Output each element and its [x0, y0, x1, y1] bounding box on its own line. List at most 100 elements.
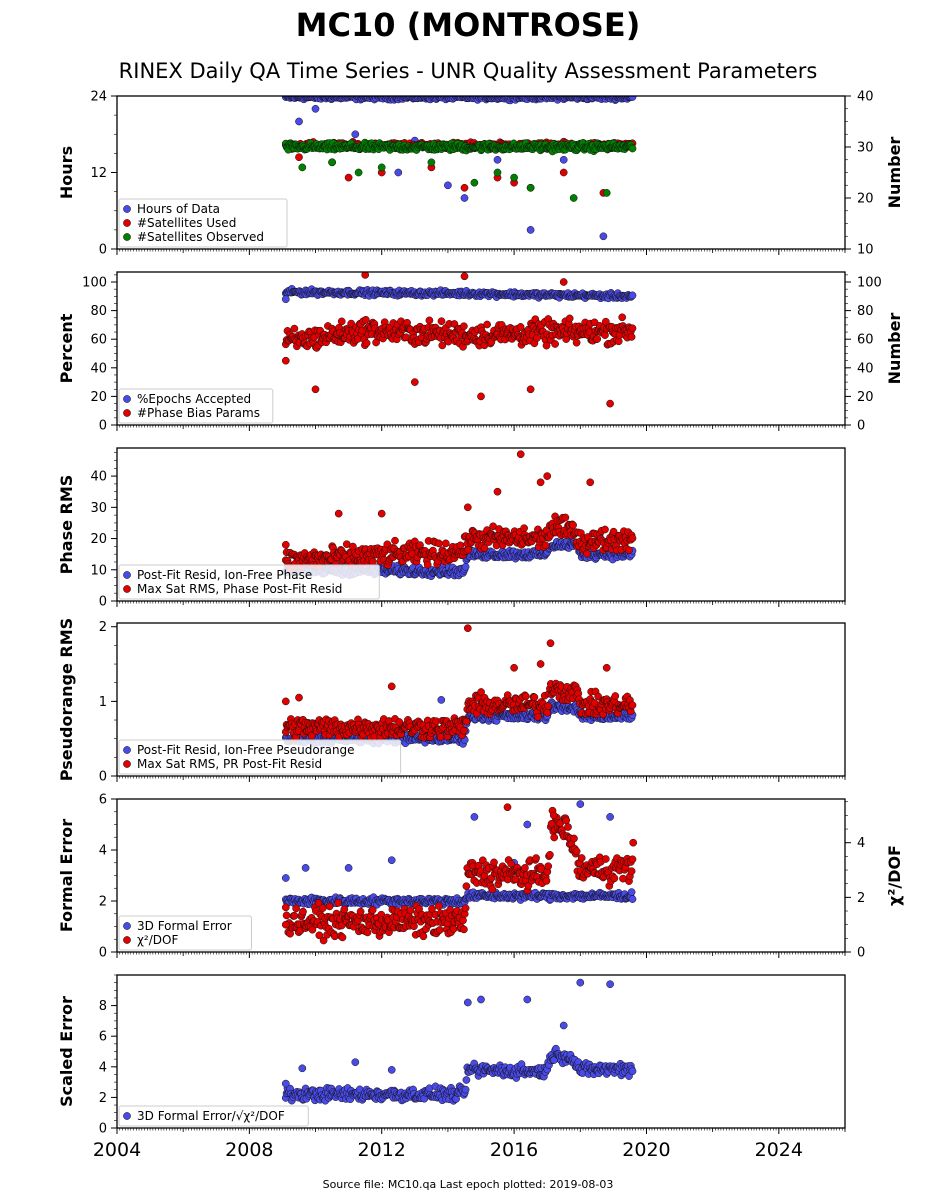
data-point — [483, 320, 491, 329]
data-point — [437, 317, 446, 326]
data-point — [328, 158, 336, 167]
right-y-axis-label: Number — [885, 137, 904, 209]
data-point — [559, 168, 568, 177]
data-point — [551, 340, 559, 348]
data-point — [599, 232, 608, 241]
data-point — [510, 173, 518, 182]
data-point — [410, 378, 419, 386]
data-point — [463, 503, 472, 512]
legend-marker — [123, 395, 131, 403]
data-point — [377, 509, 386, 518]
data-point — [311, 385, 320, 394]
data-point — [368, 557, 377, 566]
data-point — [298, 163, 307, 172]
data-point — [460, 726, 468, 735]
legend-label: #Satellites Observed — [137, 230, 264, 244]
data-point — [460, 272, 469, 281]
data-point — [394, 168, 403, 177]
data-point — [344, 173, 353, 182]
data-point — [572, 338, 581, 347]
right-y-tick-label: 10 — [857, 243, 874, 258]
right-y-tick-label: 30 — [857, 141, 874, 156]
data-point — [542, 341, 551, 350]
data-point — [337, 317, 346, 326]
data-point — [493, 155, 502, 164]
data-point — [606, 399, 614, 408]
data-point — [516, 323, 525, 331]
y-axis-label: Phase RMS — [57, 475, 76, 575]
data-point — [281, 295, 290, 304]
data-point — [543, 472, 552, 480]
y-tick-label: 30 — [90, 501, 107, 516]
data-point — [536, 660, 545, 668]
data-point — [460, 183, 469, 192]
legend-marker — [123, 233, 131, 241]
y-tick-label: 24 — [90, 90, 107, 105]
series-hours-of-data — [281, 96, 637, 241]
y-axis-label: Hours — [57, 146, 76, 199]
data-point — [436, 733, 445, 741]
series--epochs-accepted — [281, 285, 637, 304]
right-y-tick-label: 100 — [857, 276, 882, 291]
data-point — [516, 450, 525, 459]
figure-subtitle: RINEX Daily QA Time Series - UNR Quality… — [119, 59, 818, 83]
data-point — [462, 717, 471, 726]
y-tick-label: 40 — [90, 361, 107, 376]
legend-label: Post-Fit Resid, Ion-Free Phase — [137, 568, 312, 582]
data-point — [559, 155, 568, 164]
data-point — [534, 713, 542, 721]
legend-label: #Phase Bias Params — [137, 406, 260, 420]
data-point — [460, 322, 468, 331]
y-tick-label: 2 — [99, 620, 107, 635]
legend-box — [118, 198, 288, 248]
data-point — [546, 639, 555, 648]
data-point — [628, 144, 637, 153]
legend-label: #Satellites Used — [137, 216, 236, 230]
right-y-axis-label: Number — [885, 313, 904, 385]
data-point — [281, 356, 290, 365]
figure-title: MC10 (MONTROSE) — [296, 6, 641, 44]
legend-label: %Epochs Accepted — [137, 392, 251, 406]
data-point — [438, 341, 447, 350]
data-point — [586, 478, 595, 487]
data-point — [480, 544, 489, 552]
y-tick-label: 0 — [99, 419, 107, 434]
legend-marker — [123, 746, 131, 754]
data-point — [435, 539, 443, 548]
y-tick-label: 20 — [90, 532, 107, 547]
data-point — [520, 524, 528, 533]
right-y-tick-label: 80 — [857, 304, 874, 319]
y-tick-label: 10 — [90, 563, 107, 578]
data-point — [460, 194, 469, 202]
data-point — [354, 168, 363, 177]
data-point — [526, 226, 535, 234]
data-point — [526, 385, 535, 394]
data-point — [544, 702, 553, 710]
data-point — [361, 315, 370, 324]
data-point — [387, 682, 396, 691]
data-point — [463, 624, 472, 633]
y-tick-label: 12 — [90, 166, 107, 181]
data-point — [427, 158, 436, 167]
data-point — [536, 478, 545, 487]
data-point — [627, 333, 636, 341]
data-point — [543, 708, 552, 717]
right-y-tick-label: 0 — [857, 419, 865, 434]
data-point — [493, 168, 502, 177]
data-point — [601, 331, 609, 339]
right-y-tick-label: 20 — [857, 192, 874, 207]
panel-2: 0 20 40 60 80 100 Percent 0 20 40 60 80 100 Number %Ep… — [57, 271, 904, 434]
legend-marker — [123, 585, 131, 593]
right-y-tick-label: 60 — [857, 333, 874, 348]
data-point — [618, 313, 627, 322]
series--phase-bias-params — [281, 272, 637, 408]
y-tick-label: 0 — [99, 243, 107, 258]
data-point — [437, 696, 446, 704]
data-point — [625, 546, 633, 555]
y-tick-label: 80 — [90, 304, 107, 319]
data-point — [423, 560, 432, 569]
data-point — [510, 663, 518, 672]
data-point — [477, 392, 485, 401]
